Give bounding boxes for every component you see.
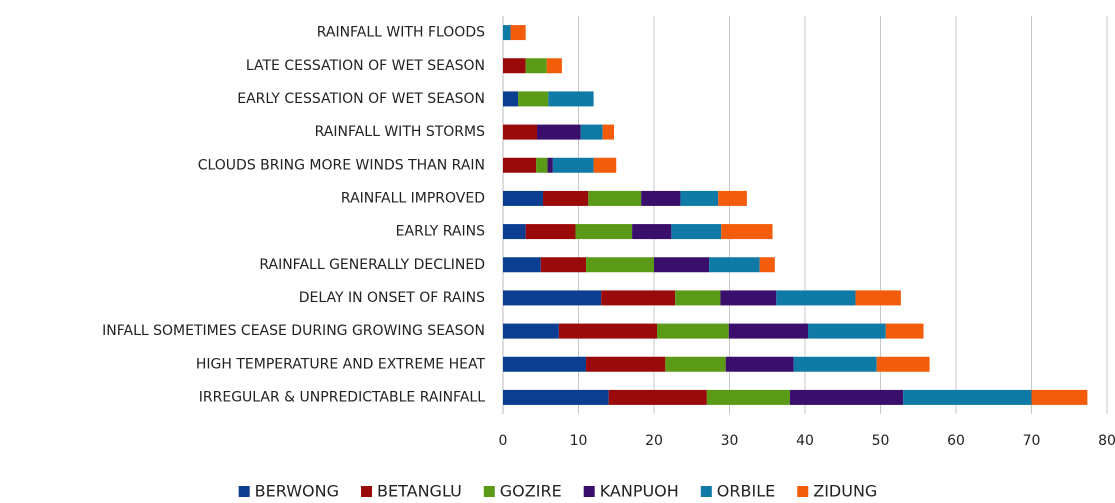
legend-swatch	[361, 486, 373, 497]
bar-segment	[671, 224, 722, 240]
y-tick-label: CLOUDS BRING MORE WINDS THAN RAIN	[198, 157, 485, 173]
bar-segment	[503, 124, 537, 140]
bar-segment	[525, 58, 547, 74]
bar-segment	[536, 157, 548, 173]
bar-segment	[503, 224, 526, 240]
bar-segment	[503, 157, 537, 173]
bar-segment	[593, 157, 617, 173]
x-tick-label: 80	[1098, 433, 1115, 449]
legend-swatch	[797, 486, 809, 497]
legend-label: GOZIRE	[500, 482, 562, 501]
bar-segment	[728, 323, 809, 339]
bar-segment	[793, 356, 877, 372]
bar-segment	[543, 190, 589, 206]
bar-segment	[706, 389, 790, 405]
legend-label: BERWONG	[255, 482, 339, 501]
y-tick-label: RAINFALL WITH FLOODS	[317, 25, 485, 41]
bar-segment	[675, 290, 721, 306]
legend-label: KANPUOH	[600, 482, 679, 501]
y-tick-label: IRREGULAR & UNPREDICTABLE RAINFALL	[199, 389, 485, 405]
bar-segment	[776, 290, 856, 306]
bar-segment	[503, 190, 544, 206]
x-tick-label: 60	[947, 433, 965, 449]
y-tick-label: RAINFALL IMPROVED	[341, 190, 485, 206]
legend-swatch	[583, 486, 595, 497]
legend-label: BETANGLU	[377, 482, 462, 501]
bar-segment	[558, 323, 658, 339]
bar-segment	[718, 190, 747, 206]
bar-segment	[503, 25, 511, 41]
y-tick-label: RAINFALL GENERALLY DECLINED	[259, 257, 485, 273]
bar-segment	[552, 157, 594, 173]
bar-segment	[725, 356, 794, 372]
bar-segment	[536, 124, 581, 140]
bar-segment	[503, 323, 559, 339]
y-tick-label: DELAY IN ONSET OF RAINS	[299, 290, 485, 306]
bar-segment	[641, 190, 681, 206]
bar-segment	[540, 257, 587, 273]
bar-segment	[602, 124, 614, 140]
bar-segment	[586, 257, 654, 273]
y-tick-label: HIGH TEMPERATURE AND EXTREME HEAT	[196, 356, 486, 372]
bar-segment	[709, 257, 760, 273]
x-tick-label: 50	[872, 433, 890, 449]
bar-segment	[657, 323, 729, 339]
y-tick-label: EARLY RAINS	[396, 224, 485, 240]
x-tick-label: 40	[796, 433, 814, 449]
bar-segment	[575, 224, 633, 240]
bar-segment	[759, 257, 775, 273]
bar-segment	[503, 91, 519, 107]
bar-segment	[503, 58, 526, 74]
bar-segment	[721, 224, 773, 240]
legend-swatch	[483, 486, 495, 497]
bar-segment	[503, 290, 602, 306]
bar-segment	[503, 356, 587, 372]
bar-segment	[876, 356, 930, 372]
bar-segment	[503, 257, 541, 273]
x-tick-label: 10	[570, 433, 588, 449]
bar-segment	[546, 58, 562, 74]
x-tick-label: 70	[1023, 433, 1041, 449]
bar-segment	[518, 91, 549, 107]
bar-segment	[903, 389, 1032, 405]
bar-segment	[588, 190, 642, 206]
legend-swatch	[700, 486, 712, 497]
y-tick-label: RAINFALL WITH STORMS	[315, 124, 485, 140]
bar-segment	[503, 389, 609, 405]
bar-segment	[808, 323, 886, 339]
y-tick-label: LATE CESSATION OF WET SEASON	[246, 58, 485, 74]
bar-segment	[580, 124, 603, 140]
bar-segment	[586, 356, 666, 372]
bar-segment	[632, 224, 672, 240]
legend-label: ZIDUNG	[813, 482, 877, 501]
bar-segment	[1031, 389, 1088, 405]
bar-segment	[680, 190, 719, 206]
x-tick-label: 30	[721, 433, 739, 449]
bar-segment	[885, 323, 924, 339]
legend-label: ORBILE	[717, 482, 775, 501]
bar-segment	[548, 91, 594, 107]
bar-segment	[608, 389, 707, 405]
bar-segment	[547, 157, 553, 173]
x-tick-label: 0	[499, 433, 508, 449]
y-tick-label: EARLY CESSATION OF WET SEASON	[237, 91, 485, 107]
legend-swatch	[238, 486, 250, 497]
bar-segment	[525, 224, 576, 240]
bar-segment	[789, 389, 904, 405]
bar-segment	[855, 290, 901, 306]
bar-segment	[510, 25, 526, 41]
y-tick-label: INFALL SOMETIMES CEASE DURING GROWING SE…	[102, 323, 485, 339]
x-tick-label: 20	[645, 433, 663, 449]
bar-segment	[601, 290, 676, 306]
bar-segment	[720, 290, 777, 306]
bar-segment	[654, 257, 710, 273]
bar-segment	[665, 356, 726, 372]
